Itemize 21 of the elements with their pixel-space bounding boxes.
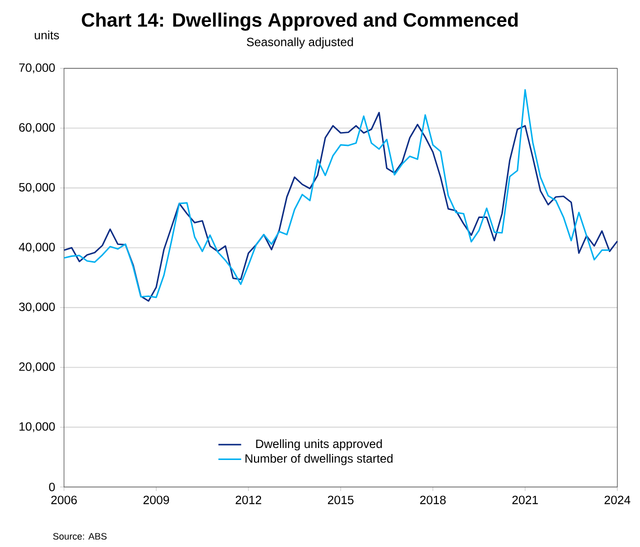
- x-tick-label: 2021: [512, 496, 538, 504]
- x-tick-label: 2024: [604, 496, 630, 504]
- x-tick-label: 2012: [236, 496, 262, 504]
- chart-title: Chart 14: Dwellings Approved and Commenced: [82, 12, 518, 31]
- y-tick-label: 70,000: [19, 63, 55, 74]
- y-tick-label: 10,000: [20, 422, 55, 432]
- y-tick-label: 30,000: [19, 302, 55, 313]
- y-axis-title: units: [34, 30, 59, 40]
- legend-label: Number of dwellings started: [246, 454, 392, 466]
- x-tick-label: 2015: [328, 496, 354, 504]
- x-tick-label: 2009: [143, 496, 169, 504]
- y-tick-label: 40,000: [18, 242, 55, 253]
- source-note: Source: ABS: [53, 533, 107, 540]
- chart-subtitle: Seasonally adjusted: [246, 37, 353, 49]
- y-tick-label: 50,000: [19, 182, 55, 193]
- y-tick-label: 20,000: [19, 362, 55, 372]
- x-tick-label: 2018: [420, 496, 446, 504]
- x-tick-label: 2006: [51, 496, 77, 504]
- y-tick-label: 60,000: [19, 123, 55, 134]
- y-tick-label: 0: [49, 482, 55, 492]
- legend-label: Dwelling units approved: [256, 439, 382, 450]
